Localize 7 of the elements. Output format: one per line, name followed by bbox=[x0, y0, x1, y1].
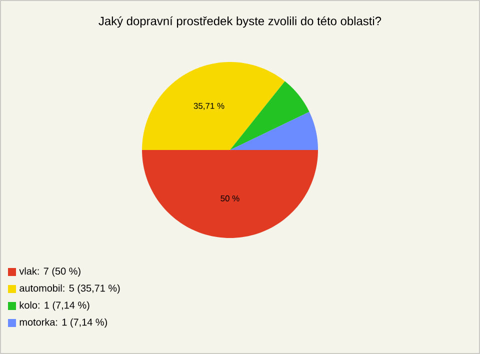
data-label: 50 % bbox=[220, 195, 240, 202]
legend-label: kolo: 1 (7,14 %) bbox=[20, 301, 90, 311]
legend-label: automobil: 5 (35,71 %) bbox=[20, 284, 120, 294]
legend-label: vlak: 7 (50 %) bbox=[19, 267, 80, 277]
legend-label: motorka: 1 (7,14 %) bbox=[20, 318, 107, 328]
chart-title: Jaký dopravní prostředek byste zvolili do této oblasti? bbox=[98, 16, 382, 28]
data-label: 35,71 % bbox=[194, 102, 224, 110]
